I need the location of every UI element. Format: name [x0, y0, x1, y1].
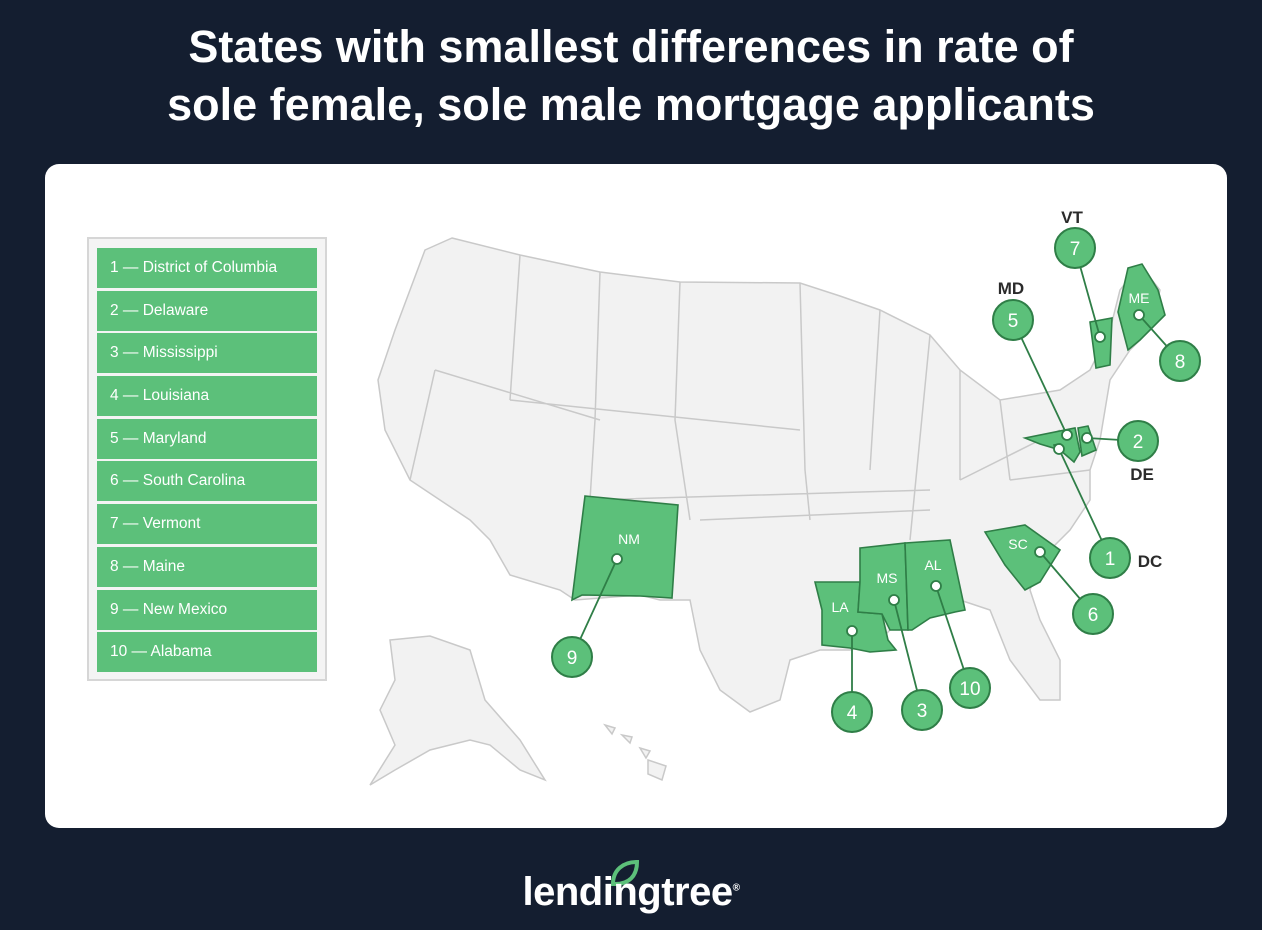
brand-name: lendingtree: [522, 870, 734, 914]
map-card: 1 — District of Columbia 2 — Delaware 3 …: [45, 164, 1227, 828]
svg-text:8: 8: [1175, 352, 1186, 373]
rank-badge-4: 4: [831, 691, 873, 733]
marker-dot: [1061, 429, 1073, 441]
marker-dot: [846, 625, 858, 637]
legend: 1 — District of Columbia 2 — Delaware 3 …: [87, 237, 327, 681]
state-abbr-ms: MS: [877, 570, 898, 586]
leader-line: [1012, 319, 1068, 436]
svg-text:9: 9: [567, 648, 578, 669]
state-abbr-sc: SC: [1008, 536, 1027, 552]
marker-dot: [1094, 331, 1106, 343]
legend-item: 3 — Mississippi: [97, 333, 317, 374]
title-line-2: sole female, sole male mortgage applican…: [167, 79, 1095, 130]
legend-item: 8 — Maine: [97, 546, 317, 587]
legend-item: 4 — Louisiana: [97, 376, 317, 417]
vermont-shape: [1089, 317, 1113, 369]
svg-text:7: 7: [1070, 239, 1081, 260]
legend-item: 7 — Vermont: [97, 504, 317, 545]
marker-dot: [611, 553, 623, 565]
us-map: NM LA MS AL SC ME VT MD DE DC 9 4 3: [369, 208, 1201, 786]
rank-badge-1: 1: [1089, 537, 1131, 579]
hawaii: [602, 723, 667, 782]
state-abbr-de: DE: [1130, 465, 1154, 484]
rank-badge-9: 9: [551, 636, 593, 678]
rank-badge-6: 6: [1072, 593, 1114, 635]
title-line-1: States with smallest differences in rate…: [188, 21, 1074, 72]
us-mainland-outline: [377, 237, 1161, 713]
rank-badge-2: 2: [1117, 420, 1159, 462]
marker-dot: [1053, 443, 1065, 455]
marker-dot: [1133, 309, 1145, 321]
legend-item: 6 — South Carolina: [97, 461, 317, 502]
state-abbr-la: LA: [831, 599, 849, 615]
lendingtree-logo: lendingtree®: [0, 870, 1262, 915]
legend-item: 2 — Delaware: [97, 290, 317, 331]
rank-badge-7: 7: [1054, 227, 1096, 269]
rank-badge-8: 8: [1159, 340, 1201, 382]
state-abbr-vt: VT: [1061, 208, 1083, 227]
svg-text:10: 10: [959, 679, 980, 700]
rank-badge-3: 3: [901, 689, 943, 731]
rank-badge-10: 10: [949, 667, 991, 709]
state-borders: [409, 254, 1091, 541]
leaf-icon: [610, 859, 639, 886]
legend-item: 5 — Maryland: [97, 418, 317, 459]
alaska: [369, 635, 547, 786]
chart-title: States with smallest differences in rate…: [0, 18, 1262, 134]
state-abbr-nm: NM: [618, 531, 640, 547]
svg-text:6: 6: [1088, 605, 1099, 626]
svg-text:1: 1: [1105, 549, 1116, 570]
registered-mark: ®: [732, 882, 740, 894]
south-carolina-shape: [983, 524, 1062, 592]
maine-shape: [1117, 263, 1166, 352]
state-abbr-al: AL: [924, 557, 941, 573]
state-abbr-md: MD: [998, 279, 1024, 298]
new-mexico-shape: [571, 495, 679, 602]
rank-badge-5: 5: [992, 299, 1034, 341]
svg-text:3: 3: [917, 701, 928, 722]
marker-dot: [930, 580, 942, 592]
legend-item: 9 — New Mexico: [97, 589, 317, 630]
marker-dot: [1081, 432, 1093, 444]
svg-text:4: 4: [847, 703, 858, 724]
svg-text:2: 2: [1133, 432, 1144, 453]
marker-dot: [1034, 546, 1046, 558]
marker-dot: [888, 594, 900, 606]
legend-item: 1 — District of Columbia: [97, 248, 317, 288]
state-abbr-dc: DC: [1138, 552, 1163, 571]
legend-item: 10 — Alabama: [97, 632, 317, 673]
state-abbr-me: ME: [1129, 290, 1150, 306]
svg-text:5: 5: [1008, 311, 1019, 332]
